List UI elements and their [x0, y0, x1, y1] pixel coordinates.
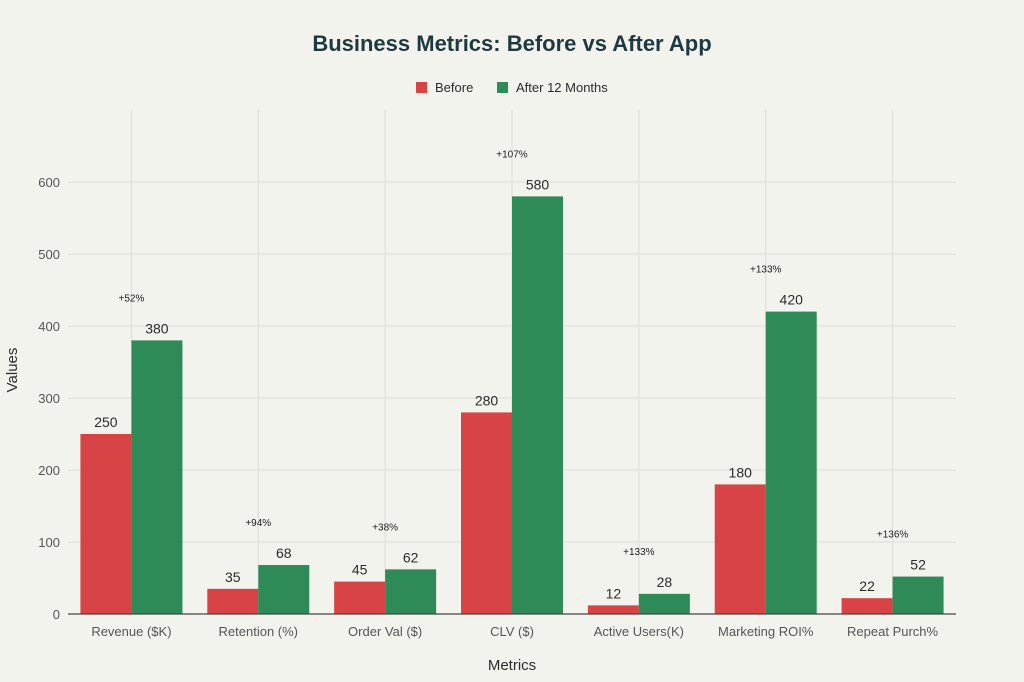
bar-before	[461, 412, 512, 614]
bar-after	[131, 340, 183, 614]
y-axis-title: Values	[4, 348, 21, 393]
change-annotation: +94%	[245, 518, 271, 529]
x-tick-label: Marketing ROI%	[718, 624, 814, 639]
bars: 250 380 +52% 35 68 +94% 45 62 +38% 280 580 +107% 12 2…	[80, 149, 944, 614]
y-tick-label: 0	[53, 607, 60, 622]
y-tick-label: 500	[38, 247, 60, 262]
data-label: 420	[780, 292, 804, 308]
y-tick-label: 400	[38, 319, 60, 334]
bar-after	[765, 311, 817, 614]
data-label: 22	[859, 578, 875, 594]
data-label: 280	[475, 392, 499, 408]
x-axis-title: Metrics	[488, 657, 536, 674]
x-tick-label: Repeat Purch%	[847, 624, 938, 639]
data-label: 45	[352, 562, 368, 578]
bar-after	[638, 593, 690, 614]
data-label: 62	[403, 549, 419, 565]
bar-before	[334, 581, 386, 614]
bar-after	[512, 196, 563, 614]
data-label: 180	[729, 464, 753, 480]
x-tick-label: Active Users(K)	[594, 624, 684, 639]
bar-before	[207, 588, 259, 614]
change-annotation: +38%	[372, 522, 398, 533]
legend-swatch-after	[497, 82, 508, 93]
data-label: 580	[526, 176, 550, 192]
change-annotation: +107%	[496, 149, 528, 160]
legend-swatch-before	[416, 82, 427, 93]
bar-after	[385, 569, 437, 614]
x-tick-label: Retention (%)	[219, 624, 298, 639]
y-tick-label: 600	[38, 175, 60, 190]
legend-label-after: After 12 Months	[516, 80, 608, 95]
data-label: 380	[145, 320, 169, 336]
x-tick-label: Revenue ($K)	[91, 624, 171, 639]
change-annotation: +133%	[750, 265, 782, 276]
x-tick-label: Order Val ($)	[348, 624, 422, 639]
data-label: 250	[94, 414, 118, 430]
change-annotation: +136%	[877, 530, 909, 541]
y-tick-label: 100	[38, 535, 60, 550]
y-tick-label: 200	[38, 463, 60, 478]
legend-label-before: Before	[435, 80, 473, 95]
bar-before	[587, 605, 639, 614]
change-annotation: +52%	[118, 293, 144, 304]
change-annotation: +133%	[623, 547, 655, 558]
x-tick-label: CLV ($)	[490, 624, 534, 639]
x-axis-ticks: Revenue ($K) Retention (%) Order Val ($) CL…	[91, 624, 938, 639]
bar-after	[258, 565, 310, 614]
chart-title: Business Metrics: Before vs After App	[312, 31, 711, 56]
data-label: 28	[657, 574, 673, 590]
bar-before	[714, 484, 766, 614]
data-label: 12	[606, 585, 622, 601]
y-tick-label: 300	[38, 391, 60, 406]
bar-before	[841, 598, 893, 614]
y-axis-ticks: 0 100 200 300 400 500 600	[38, 175, 60, 622]
data-label: 52	[910, 557, 926, 573]
data-label: 35	[225, 569, 241, 585]
bar-after	[892, 576, 944, 614]
data-label: 68	[276, 545, 292, 561]
legend: Before After 12 Months	[416, 80, 608, 95]
bar-before	[80, 434, 132, 614]
